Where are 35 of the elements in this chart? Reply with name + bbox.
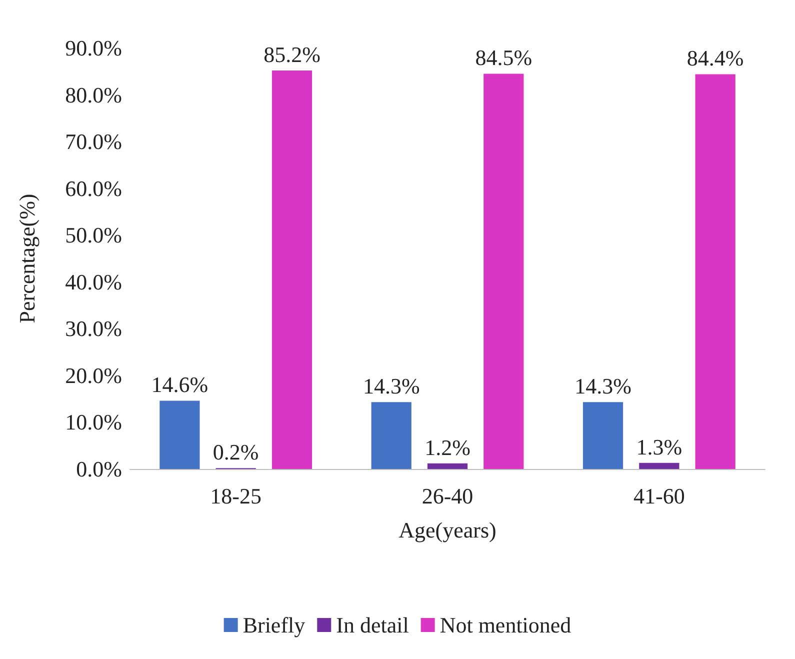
data-label: 84.5% (475, 45, 532, 70)
legend-label: Briefly (242, 612, 306, 638)
y-tick-label: 10.0% (65, 410, 122, 435)
bar (695, 74, 736, 469)
bar (639, 462, 680, 469)
y-tick-label: 0.0% (76, 456, 122, 482)
data-label: 85.2% (264, 42, 320, 67)
bar (427, 463, 468, 469)
y-tick-label: 80.0% (65, 82, 122, 108)
x-tick-label: 26-40 (422, 484, 474, 508)
y-tick-label: 20.0% (65, 362, 122, 388)
y-tick-label: 70.0% (65, 129, 122, 154)
x-tick-label: 18-25 (210, 484, 262, 508)
data-label: 14.6% (151, 372, 208, 398)
legend-label: Not mentioned (440, 612, 572, 638)
data-label: 14.3% (574, 374, 632, 399)
y-tick-label: 60.0% (65, 176, 122, 201)
x-tick-label: 41-60 (634, 484, 685, 508)
y-tick-label: 40.0% (65, 269, 122, 294)
data-label: 0.2% (212, 440, 259, 465)
data-label: 14.3% (362, 374, 420, 399)
y-axis-title: Percentage(%) (14, 194, 40, 324)
bar (582, 402, 624, 469)
data-label: 84.4% (686, 46, 744, 71)
bar (272, 70, 312, 469)
y-tick-label: 50.0% (65, 222, 122, 248)
legend-label: In detail (336, 612, 409, 638)
bar (484, 74, 524, 469)
y-tick-label: 30.0% (65, 316, 122, 342)
bar (371, 402, 412, 469)
data-label: 1.2% (424, 434, 470, 460)
x-axis-title: Age(years) (398, 518, 496, 542)
data-label: 1.3% (636, 434, 682, 460)
y-tick-label: 90.0% (65, 36, 122, 60)
bar (160, 400, 200, 469)
